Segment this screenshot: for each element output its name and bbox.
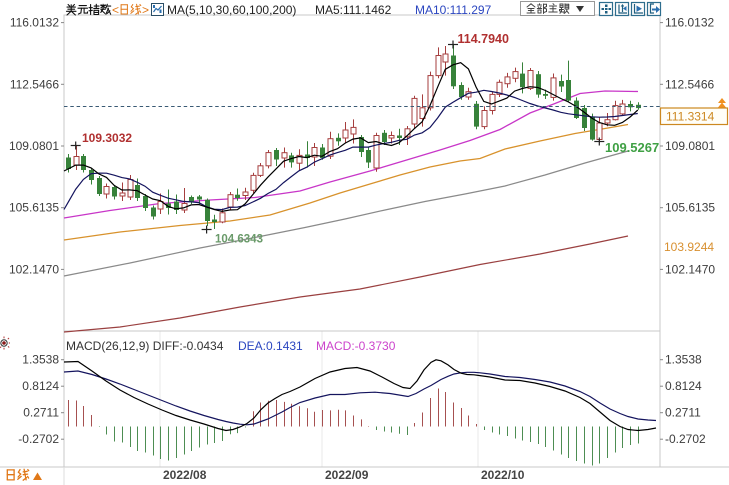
svg-text:MA10:111.297: MA10:111.297 — [415, 3, 492, 17]
svg-text:2022/08: 2022/08 — [163, 468, 207, 482]
svg-text:0.8124: 0.8124 — [22, 379, 59, 393]
svg-text:111.3314: 111.3314 — [666, 110, 715, 124]
svg-text:1.3538: 1.3538 — [22, 353, 59, 367]
svg-text:103.9244: 103.9244 — [664, 240, 714, 254]
svg-text:104.6343: 104.6343 — [215, 234, 263, 246]
svg-text:0.2711: 0.2711 — [23, 406, 59, 420]
svg-text:2022/10: 2022/10 — [481, 468, 525, 482]
svg-text:105.6135: 105.6135 — [9, 201, 59, 215]
svg-text:<: < — [112, 3, 119, 17]
svg-text:MA(5,10,30,60,100,200): MA(5,10,30,60,100,200) — [167, 3, 296, 17]
svg-text:MACD:-0.3730: MACD:-0.3730 — [316, 339, 396, 353]
svg-text:112.5466: 112.5466 — [10, 77, 59, 91]
svg-text:112.5466: 112.5466 — [665, 77, 714, 91]
svg-text:1.3538: 1.3538 — [665, 353, 702, 367]
svg-text:DEA:0.1431: DEA:0.1431 — [238, 339, 303, 353]
svg-text:MA5:111.1462: MA5:111.1462 — [315, 3, 392, 17]
svg-text:109.0801: 109.0801 — [9, 139, 59, 153]
svg-text:116.0132: 116.0132 — [10, 16, 59, 30]
svg-text:114.7940: 114.7940 — [458, 32, 509, 46]
svg-text:MACD(26,12,9) DIFF:-0.0434: MACD(26,12,9) DIFF:-0.0434 — [66, 339, 224, 353]
svg-text:102.1470: 102.1470 — [665, 262, 715, 276]
svg-text:-0.2702: -0.2702 — [665, 432, 706, 446]
svg-text:105.6135: 105.6135 — [665, 201, 715, 215]
svg-text:2022/09: 2022/09 — [325, 468, 369, 482]
svg-text:-0.2702: -0.2702 — [18, 432, 59, 446]
svg-text:>: > — [142, 3, 149, 17]
svg-text:109.0801: 109.0801 — [665, 139, 715, 153]
svg-text:0.8124: 0.8124 — [665, 379, 702, 393]
svg-text:109.5267: 109.5267 — [605, 140, 659, 155]
svg-text:109.3032: 109.3032 — [82, 131, 132, 145]
svg-text:102.1470: 102.1470 — [9, 262, 59, 276]
svg-text:0.2711: 0.2711 — [665, 406, 701, 420]
svg-text:116.0132: 116.0132 — [665, 16, 714, 30]
